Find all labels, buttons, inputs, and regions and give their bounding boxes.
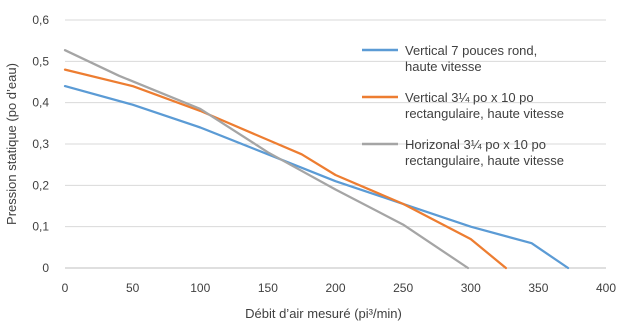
- y-tick-label: 0,1: [32, 220, 49, 234]
- y-tick-label: 0,5: [32, 54, 49, 68]
- x-tick-label: 250: [393, 281, 413, 295]
- legend-label: rectangulaire, haute vitesse: [405, 153, 564, 168]
- y-tick-label: 0,6: [32, 13, 49, 27]
- y-axis-title: Pression statique (po d’eau): [4, 63, 19, 225]
- y-tick-label: 0,2: [32, 178, 49, 192]
- x-tick-label: 400: [596, 281, 616, 295]
- legend-label: Vertical 7 pouces rond,: [405, 43, 537, 58]
- x-tick-label: 200: [325, 281, 345, 295]
- series-line-1: [63, 84, 570, 270]
- x-axis-title: Débit d’air mesuré (pi³/min): [245, 306, 402, 321]
- series-line-3: [63, 49, 470, 270]
- y-tick-label: 0,3: [32, 137, 49, 151]
- legend-label: Vertical 3¼ po x 10 po: [405, 90, 534, 105]
- x-tick-label: 150: [258, 281, 278, 295]
- grid-lines: [65, 19, 606, 228]
- legend-label: Horizonal 3¼ po x 10 po: [405, 137, 546, 152]
- legend-entry-1: Vertical 7 pouces rond,haute vitesse: [362, 43, 537, 74]
- legend-label: haute vitesse: [405, 59, 482, 74]
- x-tick-label: 0: [62, 281, 69, 295]
- y-tick-label: 0,4: [32, 96, 49, 110]
- x-tick-label: 100: [190, 281, 210, 295]
- x-tick-label: 50: [126, 281, 140, 295]
- legend: Vertical 7 pouces rond,haute vitesseVert…: [362, 43, 564, 168]
- series-line-2: [63, 68, 508, 270]
- x-tick-label: 350: [528, 281, 548, 295]
- axes: 0 0,1 0,2 0,3 0,4 0,5 0,6 0 50 100 150 200 250 300 350…: [32, 13, 616, 295]
- series-lines: [63, 49, 570, 270]
- y-tick-label: 0: [42, 261, 49, 275]
- x-tick-label: 300: [461, 281, 481, 295]
- legend-label: rectangulaire, haute vitesse: [405, 106, 564, 121]
